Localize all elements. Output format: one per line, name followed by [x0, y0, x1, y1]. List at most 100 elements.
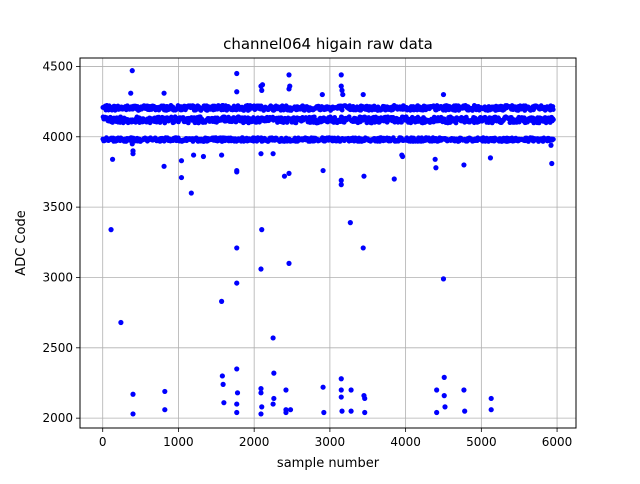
data-point: [332, 115, 338, 120]
data-point: [259, 87, 265, 93]
y-tick-label: 4000: [42, 130, 73, 144]
data-point: [107, 114, 113, 120]
y-tick-label: 2000: [42, 411, 73, 425]
data-point: [487, 155, 494, 161]
data-point: [112, 138, 119, 144]
data-point: [391, 176, 397, 182]
data-point: [360, 245, 366, 251]
data-point: [347, 220, 353, 226]
data-point: [549, 160, 555, 167]
data-point: [320, 167, 326, 174]
data-point: [287, 407, 294, 413]
x-tick-label: 2000: [239, 435, 270, 449]
data-point: [234, 366, 240, 372]
data-point: [185, 120, 191, 126]
data-point: [441, 374, 447, 380]
data-point: [441, 393, 447, 399]
data-point: [319, 91, 325, 98]
data-point: [161, 90, 167, 96]
data-point: [281, 173, 288, 179]
data-point: [271, 395, 277, 402]
data-point: [338, 387, 344, 393]
x-tick-label: 0: [99, 435, 107, 449]
data-point: [434, 409, 440, 416]
data-point: [188, 190, 194, 196]
data-point: [130, 411, 136, 417]
data-point: [434, 387, 440, 393]
data-point: [258, 386, 264, 392]
data-point: [219, 298, 225, 304]
data-point: [234, 245, 240, 251]
data-point: [200, 153, 207, 160]
data-point: [488, 395, 494, 402]
data-point: [321, 409, 327, 416]
x-tick-label: 5000: [466, 435, 497, 449]
data-point: [234, 401, 240, 407]
data-point: [338, 394, 344, 400]
data-point: [221, 400, 227, 406]
y-axis-ticks: 2000 2500 3000 3500 4000 4500: [42, 59, 80, 425]
data-point: [488, 407, 494, 413]
data-point: [340, 91, 346, 98]
x-tick-label: 4000: [390, 435, 421, 449]
data-point: [286, 260, 292, 266]
x-tick-label: 6000: [542, 435, 573, 449]
data-point: [162, 388, 168, 395]
data-point: [362, 395, 368, 402]
data-point: [551, 117, 556, 123]
y-tick-label: 4500: [42, 59, 73, 73]
chart-title: channel064 higain raw data: [223, 35, 433, 53]
data-point: [162, 407, 168, 413]
data-point: [108, 227, 114, 233]
data-point: [178, 158, 185, 164]
y-tick-label: 3000: [42, 270, 73, 284]
data-point: [161, 163, 167, 169]
data-point: [270, 151, 276, 157]
data-point: [338, 72, 344, 78]
data-point: [270, 335, 276, 341]
data-point: [348, 408, 354, 414]
data-point: [338, 182, 344, 188]
data-point: [440, 276, 447, 282]
data-point: [109, 156, 116, 162]
axes-frame: [79, 57, 577, 429]
data-point: [287, 83, 293, 89]
data-point: [130, 151, 136, 157]
data-point: [348, 387, 354, 393]
data-point: [338, 177, 344, 183]
data-points: [100, 68, 556, 417]
x-axis-ticks: 0 1000 2000 3000 4000 5000 6000: [99, 428, 572, 449]
data-point: [190, 152, 197, 158]
data-point: [286, 170, 292, 176]
data-point: [219, 373, 225, 379]
data-point: [399, 153, 406, 160]
data-point: [461, 387, 467, 393]
data-point: [548, 142, 554, 148]
data-point: [129, 68, 135, 74]
data-point: [234, 390, 241, 396]
x-tick-label: 3000: [315, 435, 346, 449]
data-point: [258, 411, 264, 417]
data-point: [360, 91, 366, 98]
data-point: [129, 141, 135, 147]
data-point: [440, 91, 447, 98]
data-point: [258, 266, 264, 272]
data-point: [286, 72, 292, 78]
data-point: [258, 151, 264, 157]
data-point: [271, 370, 277, 376]
data-point: [338, 83, 344, 89]
data-point: [128, 90, 134, 96]
data-point: [234, 409, 240, 416]
data-point: [461, 162, 467, 168]
data-point: [258, 390, 264, 396]
data-point: [259, 404, 265, 410]
data-point: [283, 387, 289, 393]
data-point: [462, 408, 468, 414]
data-point: [178, 174, 185, 181]
data-point: [339, 107, 345, 113]
data-point: [551, 136, 556, 142]
y-tick-label: 3500: [42, 200, 73, 214]
data-point: [432, 156, 438, 162]
